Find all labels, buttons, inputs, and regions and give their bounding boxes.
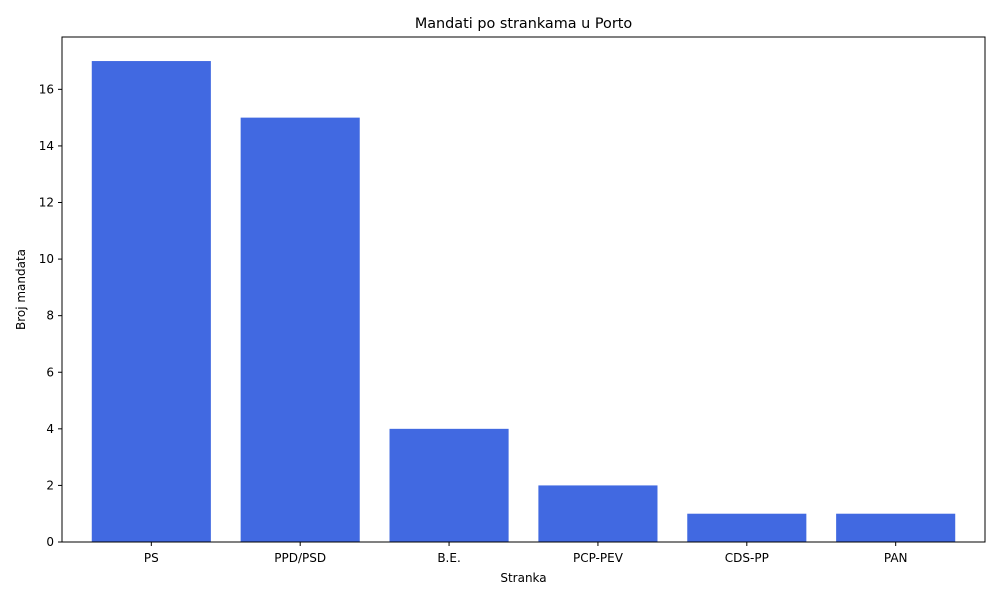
y-tick-label-1: 2 bbox=[46, 478, 54, 492]
x-tick-label-0: PS bbox=[144, 551, 159, 565]
x-axis-ticks: PS PPD/PSD B.E. PCP-PEV CDS-PP PAN bbox=[144, 542, 908, 565]
x-tick-label-1: PPD/PSD bbox=[274, 551, 326, 565]
bar-0 bbox=[91, 61, 211, 543]
bar-1 bbox=[240, 117, 360, 542]
y-axis-ticks: 0 2 4 6 8 10 12 14 16 bbox=[39, 82, 62, 549]
y-tick-label-8: 16 bbox=[39, 82, 54, 96]
x-tick-label-5: PAN bbox=[884, 551, 908, 565]
plot-frame bbox=[61, 36, 986, 543]
x-axis-label: Stranka bbox=[500, 571, 546, 585]
y-tick-label-6: 12 bbox=[39, 196, 54, 210]
y-axis-label: Broj mandata bbox=[14, 249, 28, 330]
chart-title: Mandati po strankama u Porto bbox=[415, 16, 633, 32]
bar-3 bbox=[538, 485, 658, 542]
bar-2 bbox=[389, 428, 509, 542]
y-tick-label-3: 6 bbox=[46, 365, 54, 379]
y-tick-label-5: 10 bbox=[39, 252, 54, 266]
bars-group bbox=[91, 61, 956, 543]
x-tick-label-4: CDS-PP bbox=[725, 551, 769, 565]
y-tick-label-7: 14 bbox=[39, 139, 54, 153]
y-tick-label-4: 8 bbox=[46, 309, 54, 323]
x-tick-label-3: PCP-PEV bbox=[573, 551, 624, 565]
y-tick-label-2: 4 bbox=[46, 422, 54, 436]
x-tick-label-2: B.E. bbox=[437, 551, 460, 565]
bar-4 bbox=[687, 513, 807, 542]
bar-5 bbox=[836, 513, 956, 542]
y-tick-label-0: 0 bbox=[46, 535, 54, 549]
